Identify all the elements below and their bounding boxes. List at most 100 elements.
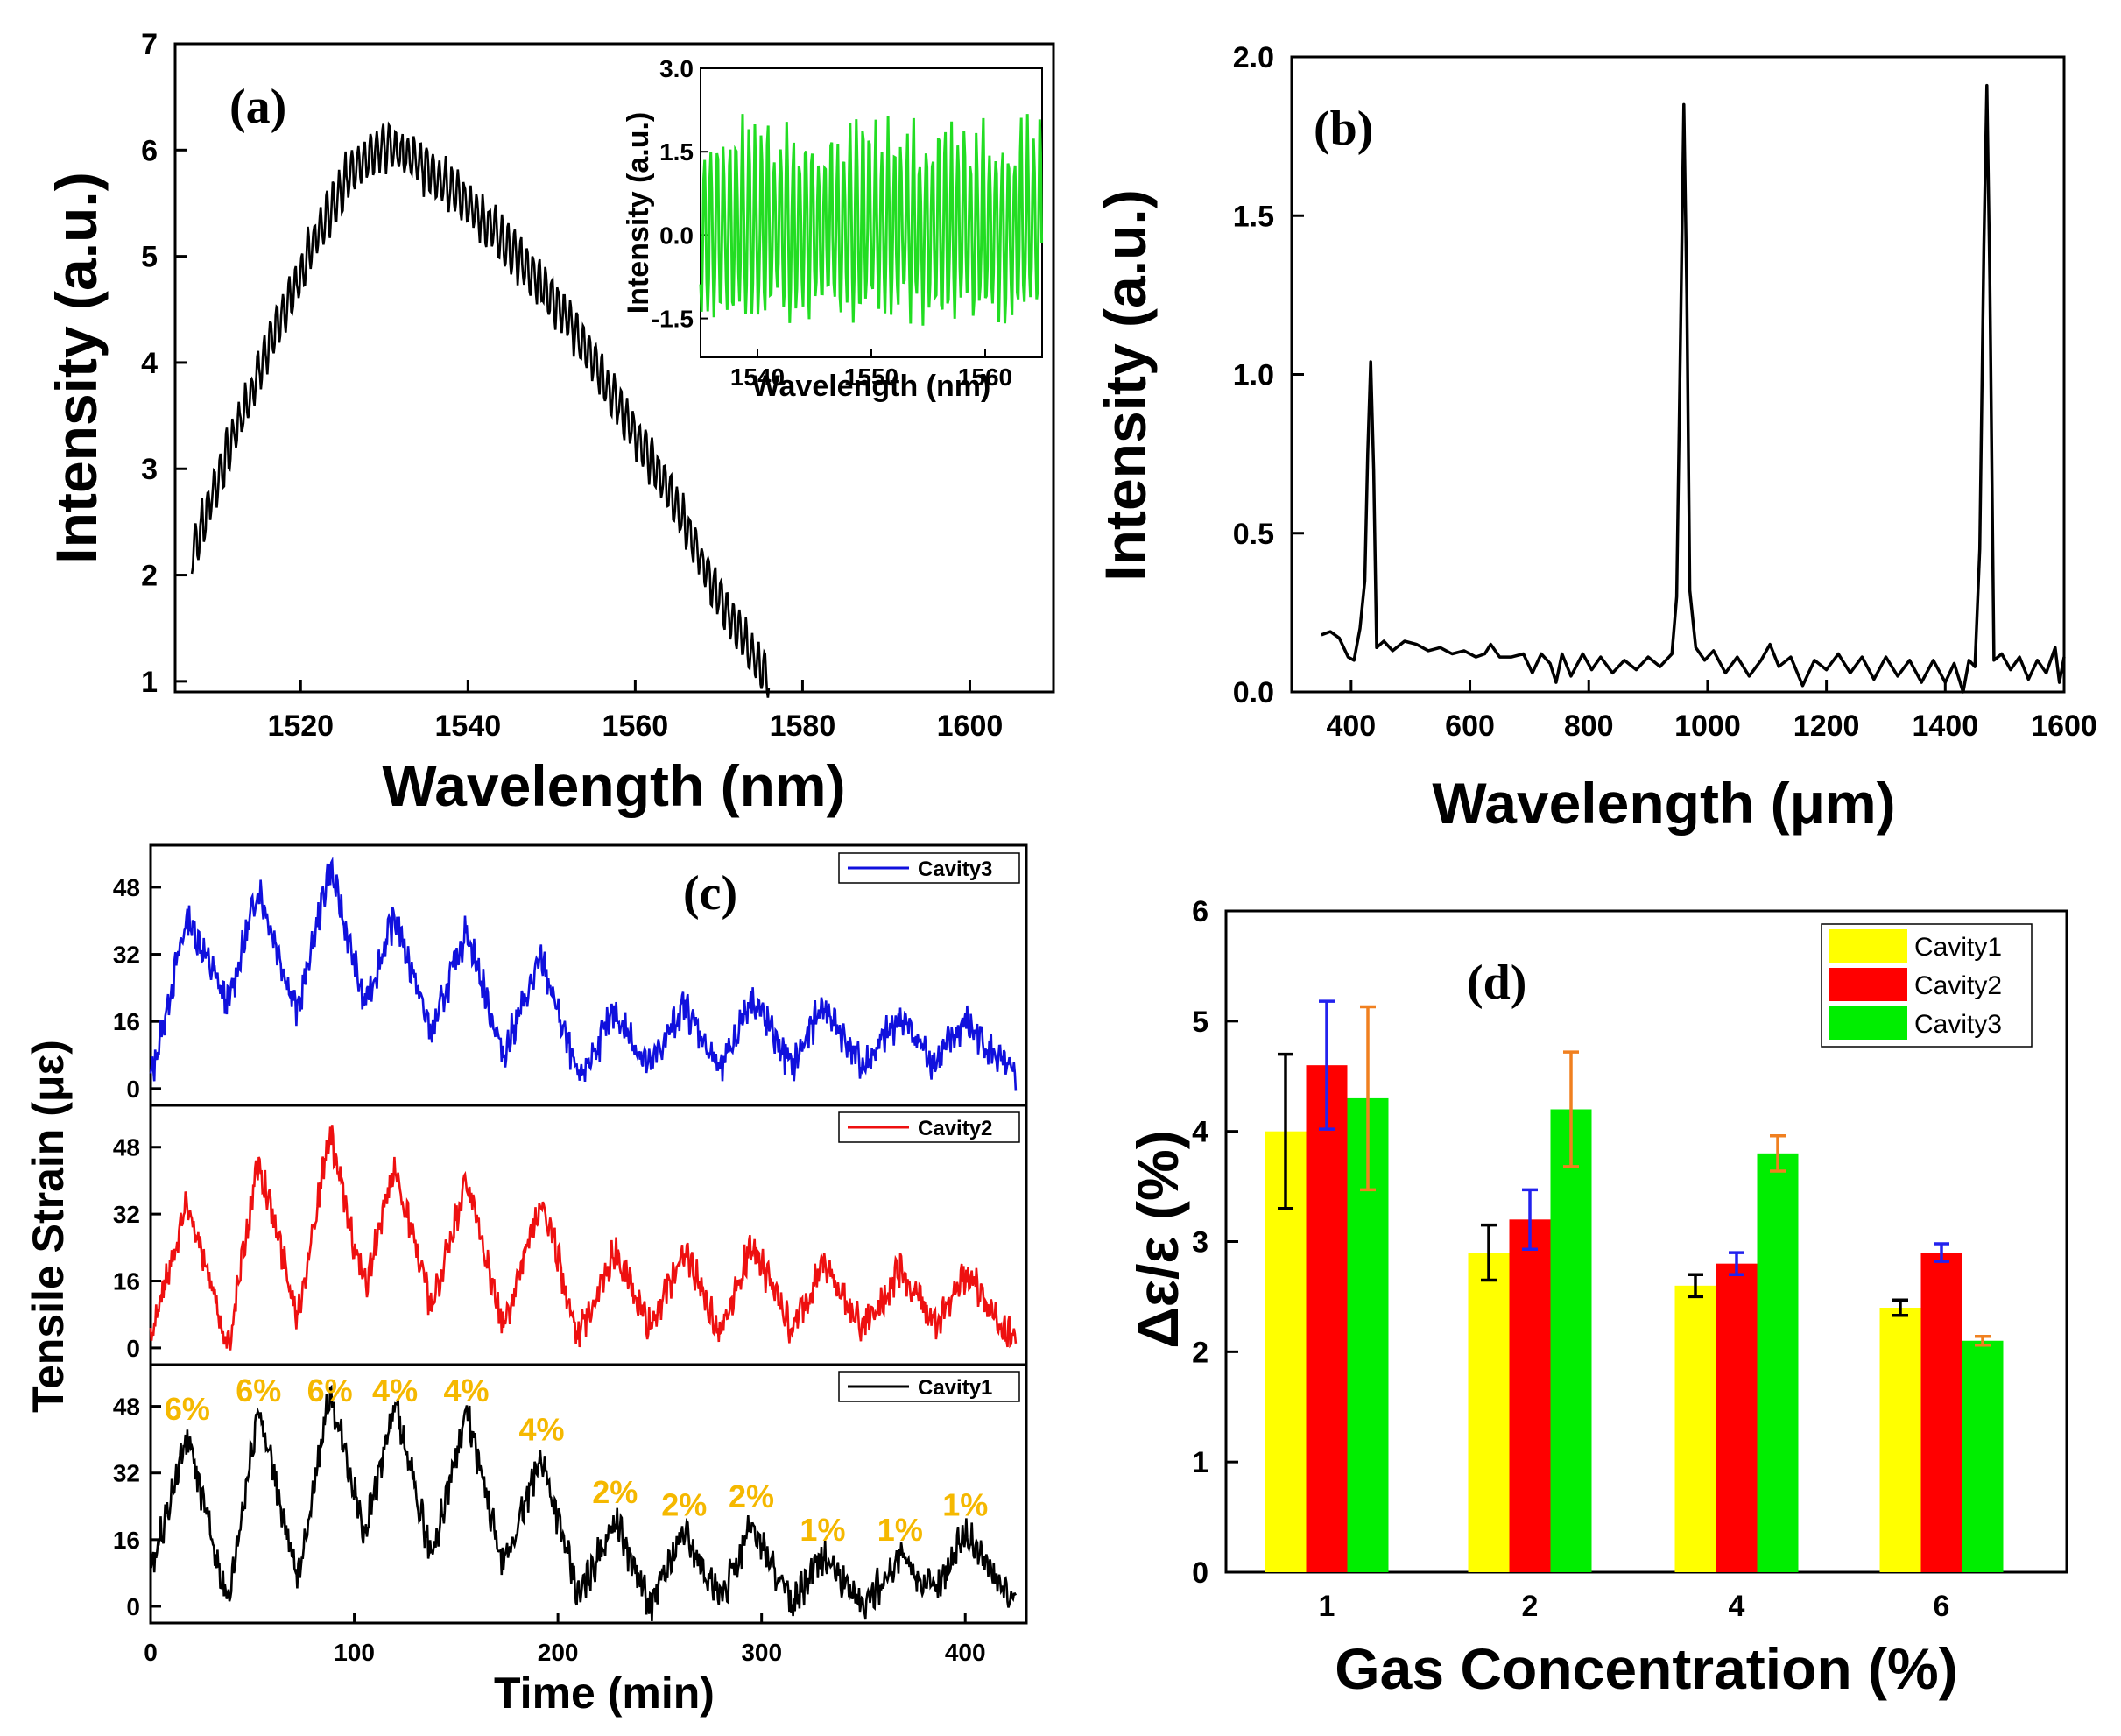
legend-cavity2-text: Cavity2 [918,1117,992,1140]
a-xtick-label-0: 1520 [267,709,334,743]
bar-cavity3-2 [1550,1109,1592,1572]
legend-d-cavity2-swatch [1829,968,1907,1001]
cavity3-strain-line [149,856,1018,1091]
legend-d-cavity1-text: Cavity1 [1914,933,2002,962]
a-ytick-label-0: 1 [141,666,158,699]
inset-xtick-label-0: 1540 [730,363,785,391]
c-xtick-label-4: 400 [945,1639,986,1666]
annotation-5: 4% [518,1412,564,1448]
inset-ylabel: Intensity (a.u.) [622,112,655,314]
a-ytick-label-5: 6 [141,134,158,167]
c-ytick-label-2-0: 0 [126,1593,140,1620]
annotation-7: 2% [661,1486,707,1522]
a-xtick-label-4: 1600 [937,709,1004,743]
a-xtick-label-3: 1580 [770,709,836,743]
panel-a-label: (a) [229,80,286,134]
cavity1-strain-line [150,1384,1018,1622]
panel-a: 1520 1540 1560 1580 1600 1 2 3 4 5 6 7 (a) Waveleng… [44,28,1055,818]
inset-ytick-label-0: -1.5 [652,306,694,333]
b-ytick-label-2: 1.0 [1233,359,1274,392]
a-ytick-label-6: 7 [141,28,158,61]
bar-cavity2-6 [1920,1253,1962,1572]
b-xtick-label-4: 1200 [1793,709,1860,743]
a-xtick-label-2: 1560 [602,709,669,743]
panel-b-xlabel: Wavelength (μm) [1432,771,1895,836]
annotation-8: 2% [729,1478,774,1514]
annotation-9: 1% [800,1512,845,1548]
inset-ticks: 1540 1550 1560 -1.5 0.0 1.5 3.0 [652,55,1012,391]
bar-cavity2-4 [1716,1263,1758,1572]
c-ytick-label-1-1: 16 [113,1268,140,1295]
inset-xtick-label-2: 1560 [958,363,1012,391]
inset-ytick-label-3: 3.0 [659,55,694,82]
d-xtick-label-0: 1 [1319,1590,1335,1623]
panel-c-annotations: 6% 6% 6% 4% 4% 4% 2% 2% 2% 1% 1% 1% [165,1373,988,1548]
legend-cavity2: Cavity2 [838,1111,1020,1143]
c-xtick-label-0: 0 [144,1639,158,1666]
c-ytick-label-1-2: 32 [113,1201,140,1228]
bar-cavity1-4 [1674,1285,1716,1572]
panel-d-bars [1265,999,2004,1572]
panel-b: 400 600 800 1000 1200 1400 1600 0.0 0.5 1.0 1.5 2.0… [1093,41,2097,836]
bar-cavity3-4 [1757,1153,1799,1572]
c-xtick-label-2: 200 [538,1639,579,1666]
panel-c: 0 100 200 300 400 0 16 32 48 0 16 32 48 0 16 32 48 Cavit… [24,843,1028,1718]
panel-b-label: (b) [1314,102,1373,156]
b-xtick-label-6: 1600 [2031,709,2097,743]
c-xtick-label-3: 300 [741,1639,782,1666]
b-xtick-label-3: 1000 [1674,709,1741,743]
errorbar-cavity1-6 [1892,1298,1908,1317]
panel-a-inset: 1540 1550 1560 -1.5 0.0 1.5 3.0 Wavelength (nm… [622,55,1044,403]
panel-a-xlabel: Wavelength (nm) [382,753,845,818]
d-xtick-label-2: 4 [1729,1590,1745,1623]
panel-c-ticks: 0 100 200 300 400 0 16 32 48 0 16 32 48 0 16 32 48 [113,874,986,1666]
errorbar-cavity1-1 [1278,1052,1293,1210]
panel-a-spectrum-line [190,121,771,698]
c-ytick-label-2-1: 16 [113,1527,140,1554]
b-ytick-label-1: 0.5 [1233,518,1274,551]
bar-cavity1-6 [1879,1308,1921,1572]
b-ytick-label-3: 1.5 [1233,200,1274,233]
legend-cavity1: Cavity1 [838,1371,1020,1402]
annotation-10: 1% [877,1512,923,1548]
panel-a-ticks: 1520 1540 1560 1580 1600 1 2 3 4 5 6 7 [141,28,1003,743]
c-ytick-label-1-3: 48 [113,1134,140,1161]
errorbar-cavity3-2 [1563,1050,1579,1168]
b-ytick-label-4: 2.0 [1233,41,1274,74]
panel-a-ylabel: Intensity (a.u.) [44,172,109,563]
legend-cavity3: Cavity3 [838,852,1020,884]
b-ytick-label-0: 0.0 [1233,676,1274,709]
panel-d-ylabel: Δε/ε (%) [1125,1130,1190,1348]
panel-d-xlabel: Gas Concentration (%) [1335,1636,1957,1701]
annotation-11: 1% [942,1486,988,1522]
legend-cavity3-text: Cavity3 [918,857,992,881]
errorbar-cavity3-6 [1975,1334,1991,1347]
inset-ytick-label-2: 1.5 [659,138,694,166]
annotation-0: 6% [165,1391,210,1427]
annotation-2: 6% [307,1373,353,1408]
cavity2-strain-line [149,1125,1018,1351]
a-ytick-label-2: 3 [141,453,158,486]
panel-c-frame [149,843,1028,1625]
bar-cavity2-2 [1509,1219,1551,1572]
bar-cavity3-6 [1962,1340,2004,1572]
errorbar-cavity3-1 [1360,1005,1376,1192]
d-ytick-label-0: 0 [1192,1556,1208,1590]
panel-c-label: (c) [683,866,737,921]
d-xtick-label-3: 6 [1934,1590,1950,1623]
b-xtick-label-0: 400 [1326,709,1376,743]
panel-d-ticks: 0 1 2 3 4 5 6 1 2 4 6 [1192,895,1949,1623]
a-ytick-label-1: 2 [141,560,158,593]
errorbar-cavity2-1 [1319,999,1335,1131]
legend-d-cavity3-swatch [1829,1006,1907,1040]
a-ytick-label-3: 4 [141,347,158,380]
b-xtick-label-1: 600 [1445,709,1495,743]
legend-cavity1-text: Cavity1 [918,1376,992,1400]
inset-ytick-label-1: 0.0 [659,222,694,249]
errorbar-cavity3-4 [1770,1133,1786,1173]
panel-b-fft-line [1321,83,2066,694]
inset-xlabel: Wavelength (nm) [752,370,991,403]
panel-c-ylabel: Tensile Strain (με) [24,1040,73,1413]
legend-d-cavity1-swatch [1829,929,1907,963]
